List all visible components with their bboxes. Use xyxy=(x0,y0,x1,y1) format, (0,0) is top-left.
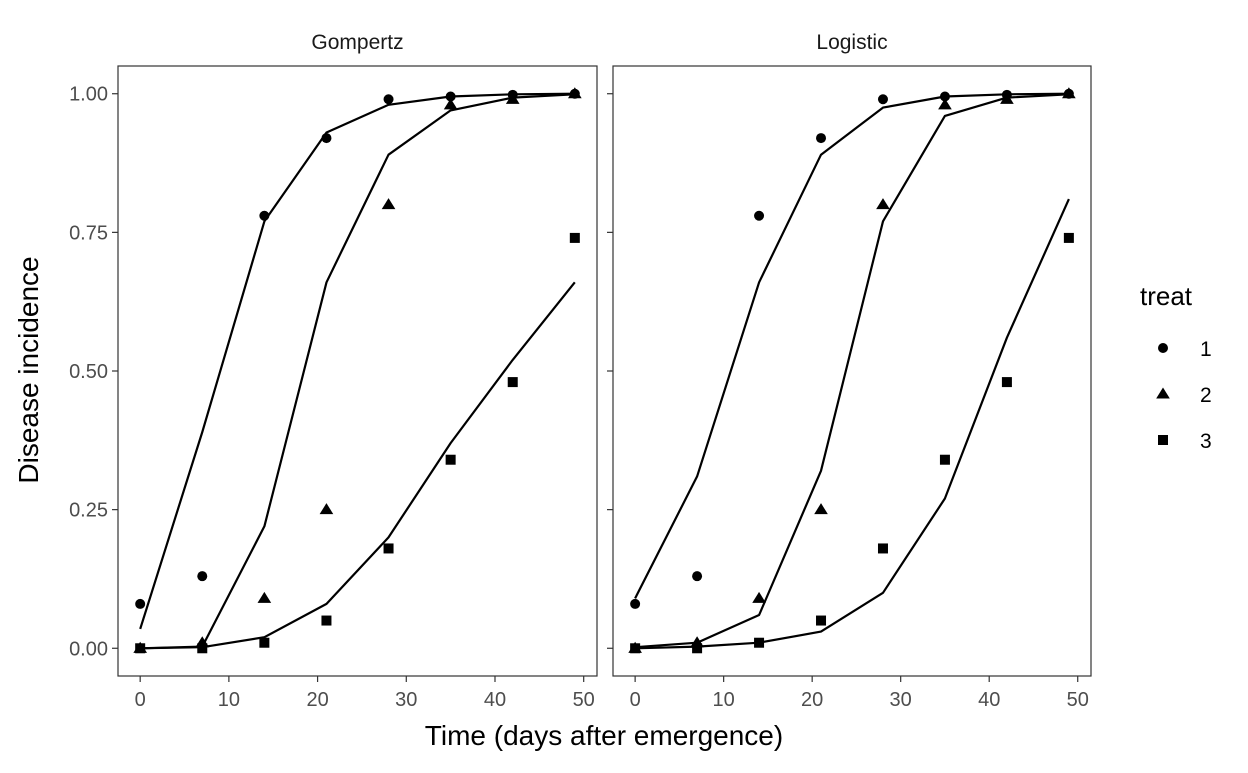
data-point-treat-1 xyxy=(939,91,950,102)
data-point-treat-1 xyxy=(630,598,641,609)
data-point-treat-1 xyxy=(816,133,827,144)
panel-title: Logistic xyxy=(816,31,887,54)
data-point-treat-1 xyxy=(692,571,703,582)
x-tick-label: 30 xyxy=(395,689,417,711)
data-point-treat-3 xyxy=(197,643,208,654)
data-point-treat-3 xyxy=(569,232,580,243)
fit-line-treat-1 xyxy=(634,92,1069,599)
panel-title: Gompertz xyxy=(311,31,403,54)
data-point-treat-2 xyxy=(381,198,396,210)
data-point-treat-3 xyxy=(445,454,456,465)
panel-border xyxy=(117,65,598,677)
fit-line-treat-3 xyxy=(635,198,1070,650)
data-point-treat-3 xyxy=(259,637,270,648)
legend-label-1: 1 xyxy=(1200,338,1212,361)
data-point-treat-3 xyxy=(630,643,641,654)
x-tick-label: 30 xyxy=(890,689,912,711)
data-point-treat-3 xyxy=(877,543,888,554)
x-tick-label: 40 xyxy=(484,689,506,711)
x-axis-title: Time (days after emergence) xyxy=(425,720,783,751)
data-point-treat-2 xyxy=(752,591,766,603)
data-point-treat-1 xyxy=(877,94,888,105)
data-point-treat-2 xyxy=(443,98,458,110)
data-point-treat-2 xyxy=(1062,87,1076,99)
x-tick-label: 40 xyxy=(978,689,1000,711)
y-tick-label: 0.50 xyxy=(69,361,108,383)
fit-line-treat-3 xyxy=(140,281,576,650)
data-point-treat-1 xyxy=(321,133,332,144)
y-axis-title: Disease incidence xyxy=(13,256,44,483)
data-point-treat-2 xyxy=(505,92,520,104)
data-point-treat-1 xyxy=(259,210,270,221)
fit-line-treat-2 xyxy=(635,93,1069,649)
data-point-treat-2 xyxy=(319,503,334,515)
x-tick-label: 10 xyxy=(713,689,735,711)
data-point-treat-2 xyxy=(814,503,828,515)
data-point-treat-3 xyxy=(507,377,518,388)
panel-logistic: Logistic 0 10 20 30 40 50 xyxy=(607,31,1092,711)
data-point-treat-1 xyxy=(197,571,208,582)
legend-title: treat xyxy=(1140,281,1193,311)
panel-border xyxy=(612,65,1092,677)
y-tick-label: 0.00 xyxy=(69,638,108,660)
data-point-treat-2 xyxy=(1000,92,1014,104)
x-tick-label: 50 xyxy=(1067,689,1089,711)
data-point-treat-3 xyxy=(939,454,950,465)
legend-key-1 xyxy=(1158,343,1168,353)
x-tick-label: 0 xyxy=(135,689,146,711)
x-tick-label: 20 xyxy=(306,689,328,711)
fit-line-treat-2 xyxy=(140,93,575,650)
x-tick-label: 10 xyxy=(218,689,240,711)
data-point-treat-2 xyxy=(876,198,890,210)
y-tick-label: 1.00 xyxy=(69,84,108,106)
legend-entries: 1 2 3 xyxy=(1156,338,1212,453)
y-tick-label: 0.75 xyxy=(69,222,108,244)
legend-key-3 xyxy=(1158,435,1168,445)
fit-line-treat-1 xyxy=(139,92,575,630)
data-point-treat-2 xyxy=(257,591,272,603)
legend-label-3: 3 xyxy=(1200,430,1212,453)
legend-label-2: 2 xyxy=(1200,384,1212,407)
panels-layer: Gompertz 0 10 20 30 40 50 0.00 0.25 0.50 0.75 1.00 L… xyxy=(69,31,1092,711)
data-point-treat-1 xyxy=(135,598,146,609)
data-point-treat-3 xyxy=(754,637,765,648)
data-point-treat-2 xyxy=(567,87,582,99)
data-point-treat-3 xyxy=(321,615,332,626)
data-point-treat-3 xyxy=(135,643,146,654)
data-point-treat-3 xyxy=(692,643,703,654)
data-point-treat-3 xyxy=(816,615,827,626)
legend: treat 1 2 3 xyxy=(1140,281,1212,453)
data-point-treat-2 xyxy=(938,98,952,110)
legend-key-2 xyxy=(1156,387,1170,399)
data-point-treat-1 xyxy=(754,210,765,221)
data-point-treat-1 xyxy=(383,94,394,105)
x-tick-label: 0 xyxy=(630,689,641,711)
x-tick-label: 20 xyxy=(801,689,823,711)
data-point-treat-3 xyxy=(383,543,394,554)
data-point-treat-1 xyxy=(445,91,456,102)
panel-gompertz: Gompertz 0 10 20 30 40 50 0.00 0.25 0.50 0.75 1.00 xyxy=(69,31,598,711)
data-point-treat-3 xyxy=(1063,232,1074,243)
data-point-treat-3 xyxy=(1001,377,1012,388)
x-tick-label: 50 xyxy=(573,689,595,711)
y-tick-label: 0.25 xyxy=(69,500,108,522)
